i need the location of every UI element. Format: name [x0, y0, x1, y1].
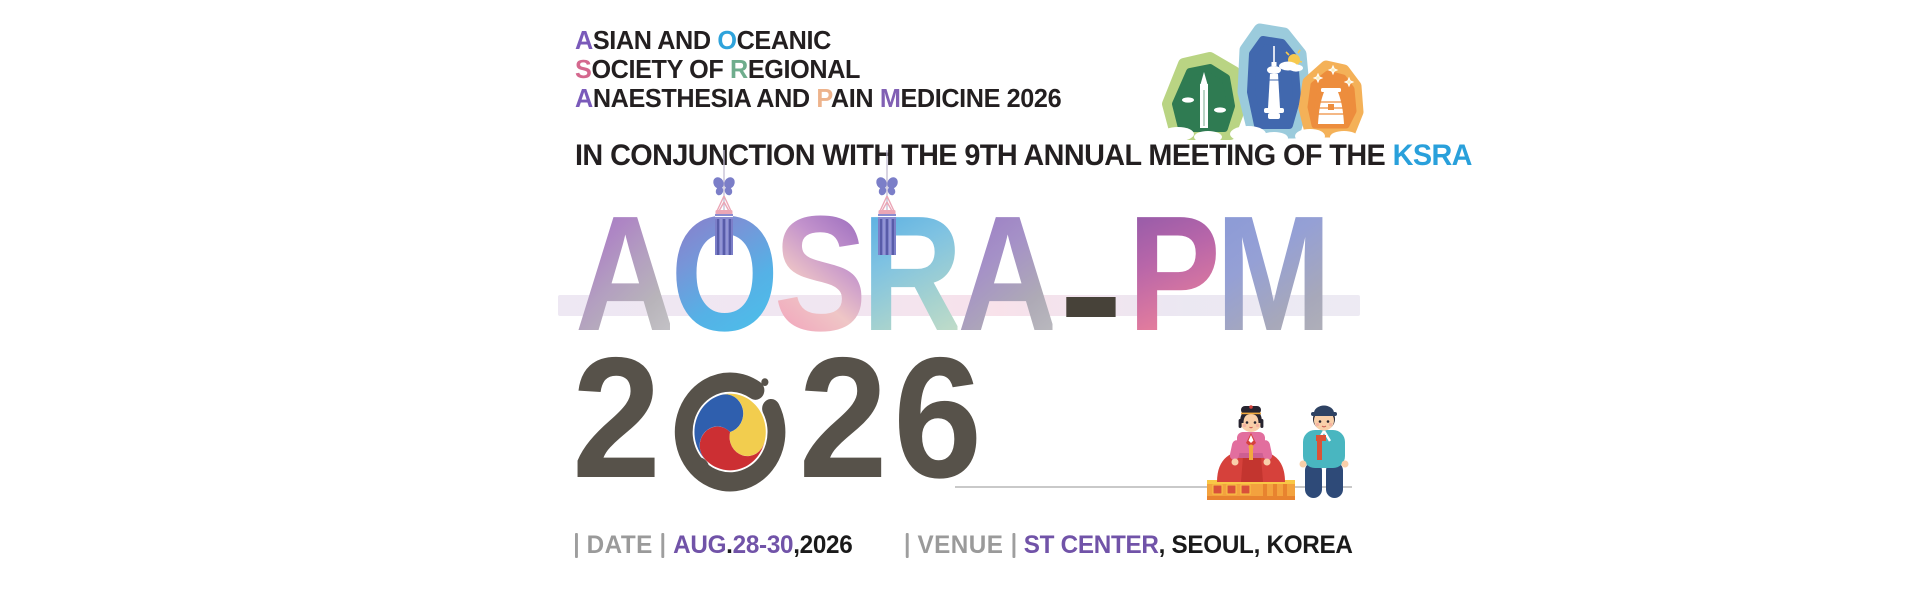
butterfly-knot-icon	[876, 177, 898, 196]
org-title-text: R	[730, 54, 748, 84]
separator-bar	[661, 533, 665, 558]
org-title-text: CEANIC	[736, 25, 832, 55]
org-title-text: O	[717, 25, 737, 55]
logo-year-2026: 2 2 6	[572, 322, 982, 530]
samtaegeuk-icon	[665, 358, 795, 530]
org-title-text: EGIONAL	[747, 54, 861, 84]
org-title-line1: ASIAN AND OCEANIC	[575, 26, 1061, 55]
logo-background-band	[558, 295, 1360, 316]
green-gem-tower-icon	[1162, 52, 1246, 140]
org-title-text: AIN	[830, 83, 880, 113]
logo-hyphen	[1066, 297, 1116, 317]
org-title-text: S	[575, 54, 592, 84]
org-title-text: EDICINE 2026	[900, 83, 1062, 113]
org-title-text: M	[879, 83, 901, 113]
logo-letter-p: P	[1127, 182, 1221, 365]
logo-letter-m: M	[1215, 182, 1332, 365]
separator-bar	[575, 533, 578, 558]
event-info-line: DATE AUG. 28-30,2026 VENUE ST CENTER, SEO…	[575, 531, 1353, 560]
date-value: AUG. 28-30,2026	[673, 531, 853, 560]
org-title-line3: ANAESTHESIA AND PAIN MEDICINE 2026	[575, 83, 1062, 113]
butterfly-knot-icon	[713, 177, 735, 196]
norigae-tassel-icon	[713, 150, 735, 255]
logo-letter-a1: A	[575, 182, 676, 365]
orange-gem-cheomseongdae-icon	[1298, 60, 1364, 138]
ksra-highlight: KSRA	[1392, 139, 1473, 172]
date-year: ,2026	[793, 531, 853, 559]
logo-letter-s: S	[773, 182, 867, 365]
org-title-text: SIAN AND	[592, 25, 718, 55]
org-title: ASIAN AND OCEANIC SOCIETY OF REGIONAL AN…	[575, 26, 1062, 113]
venue-label: VENUE	[917, 531, 1004, 559]
date-dot: .	[726, 531, 733, 559]
separator-bar	[905, 533, 909, 558]
org-title-text: OCIETY OF	[591, 54, 731, 84]
org-title-text: P	[816, 83, 831, 113]
logo-letter-a2: A	[957, 182, 1058, 365]
year-digit: 2	[798, 322, 888, 514]
date-label: DATE	[586, 531, 653, 559]
year-digit: 2	[572, 322, 661, 514]
norigae-tassel-icon	[876, 150, 898, 255]
org-title-text: A	[575, 83, 593, 113]
hanbok-couple-illustration	[1207, 405, 1349, 500]
venue-value: ST CENTER, SEOUL, KOREA	[1024, 531, 1353, 560]
venue-rest: , SEOUL, KOREA	[1158, 531, 1353, 559]
hanbok-man-icon	[1299, 405, 1349, 498]
org-title-text: NAESTHESIA AND	[592, 83, 817, 113]
date-range: 28-30	[732, 531, 794, 559]
blue-gem-nseoul-tower-icon	[1237, 23, 1311, 139]
conjunction-line: IN CONJUNCTION WITH THE 9TH ANNUAL MEETI…	[575, 139, 1472, 173]
cloud-icon	[1162, 126, 1358, 142]
seoul-landmarks-illustration	[1162, 23, 1364, 142]
venue-name: ST CENTER	[1023, 531, 1159, 559]
hanbok-woman-icon	[1207, 405, 1295, 500]
year-digit: 6	[893, 322, 982, 514]
org-title-line2: SOCIETY OF REGIONAL	[575, 55, 1061, 84]
separator-bar	[1012, 533, 1016, 558]
baseline-divider	[955, 486, 1352, 488]
date-month: AUG	[673, 531, 727, 559]
conjunction-text: IN CONJUNCTION WITH THE 9TH ANNUAL MEETI…	[575, 139, 1393, 172]
org-title-text: A	[575, 25, 593, 55]
venue-group: VENUE ST CENTER, SEOUL, KOREA	[905, 531, 1353, 560]
